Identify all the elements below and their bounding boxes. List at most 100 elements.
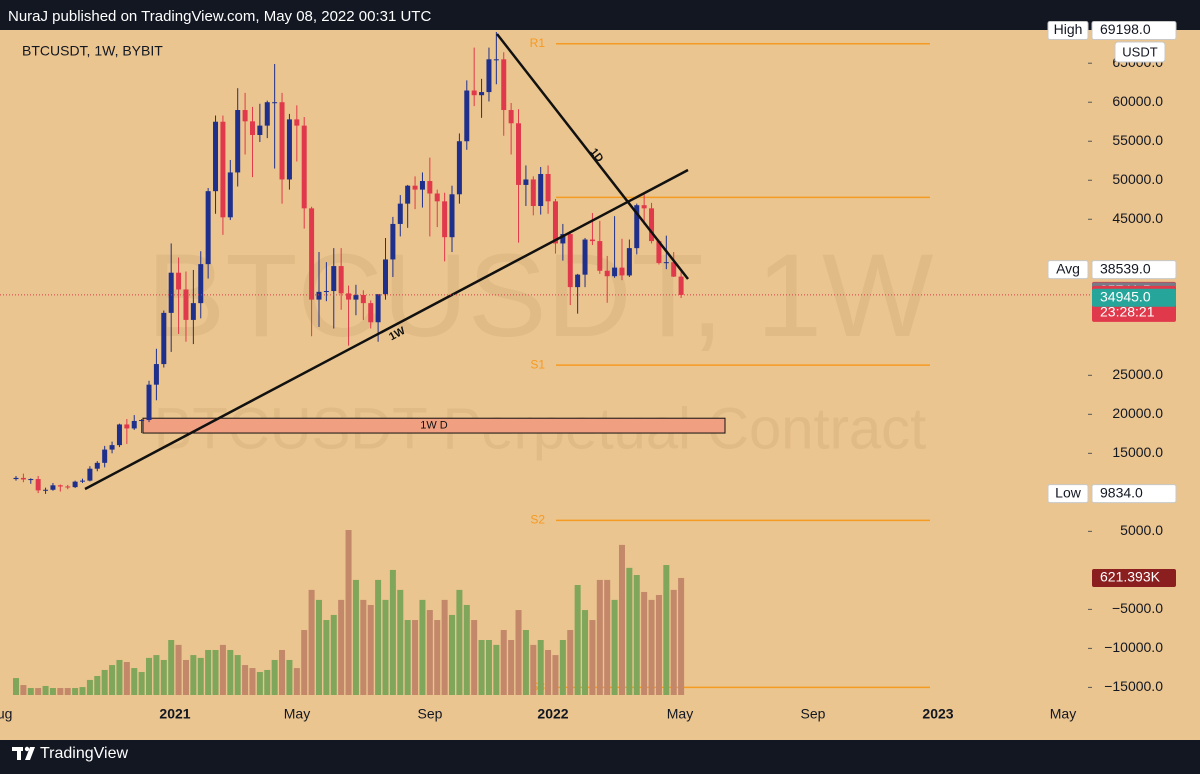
volume-bar — [64, 688, 71, 695]
candle-body — [501, 59, 507, 111]
price-marker — [1092, 288, 1176, 307]
candle-body — [663, 262, 669, 264]
candle-body — [575, 274, 581, 288]
price-markers: 69198.0High38539.0Avg35820.035741.535304… — [0, 20, 1177, 587]
candle-body — [213, 121, 219, 192]
volume-bar — [35, 688, 42, 695]
header-text: NuraJ published on TradingView.com, May … — [8, 8, 431, 25]
price-marker-name-box — [1047, 20, 1089, 40]
candle-body — [626, 248, 632, 276]
volume-bar — [138, 672, 145, 695]
candle-body — [124, 424, 130, 429]
volume-bar — [279, 649, 286, 695]
volume-bar — [360, 599, 367, 695]
candle-body — [139, 420, 145, 422]
volume-bar — [271, 659, 278, 695]
volume-bar — [589, 620, 596, 695]
volume-bar — [426, 610, 433, 695]
currency-box — [1114, 41, 1166, 63]
volume-bar — [146, 657, 153, 695]
volume-bar — [478, 640, 485, 695]
candle-body — [28, 479, 34, 481]
y-tick-label: 50000.0 — [1112, 171, 1163, 187]
candle-body — [434, 193, 440, 202]
candle-body — [678, 276, 684, 295]
candle-body — [486, 59, 492, 93]
trendline — [84, 168, 689, 491]
trendline — [496, 33, 689, 280]
candle-body — [346, 293, 352, 300]
candle-body — [13, 477, 19, 480]
candle-body — [198, 264, 204, 304]
candle-body — [80, 480, 86, 482]
volume-bar — [338, 599, 345, 695]
x-tick-label: 2021 — [159, 706, 190, 722]
candle-body — [286, 119, 292, 180]
volume-bar — [574, 585, 581, 695]
candle-body — [397, 203, 403, 224]
volume-marker-label: 621.393K — [1100, 569, 1161, 585]
volume-bar — [648, 599, 655, 695]
candle-body — [375, 294, 381, 323]
candle-body — [331, 266, 337, 292]
candle-body — [309, 208, 315, 300]
volume-bar — [582, 610, 589, 695]
volume-bar — [153, 655, 160, 695]
candle-body — [35, 479, 41, 491]
candle-body — [323, 291, 329, 293]
candle-body — [72, 481, 78, 488]
candle-body — [589, 239, 595, 242]
candle-body — [87, 468, 93, 481]
volume-bar — [123, 662, 130, 695]
candle-body — [242, 110, 248, 122]
candle-body — [161, 312, 167, 365]
volume-bar — [441, 599, 448, 695]
footer-text: TradingView — [40, 745, 128, 762]
candle-body — [205, 191, 211, 265]
volume-bar — [678, 577, 685, 695]
candle-body — [257, 125, 263, 135]
candle-body — [176, 272, 182, 290]
candle-body — [183, 289, 189, 320]
y-tick-label: 15000.0 — [1112, 444, 1163, 460]
candle-body — [464, 90, 470, 142]
x-tick-label: Sep — [418, 706, 443, 722]
price-marker — [1091, 484, 1177, 504]
volume-bar — [641, 591, 648, 695]
volume-bar — [611, 599, 618, 695]
level-label: S2 — [530, 513, 545, 527]
candle-body — [360, 294, 366, 304]
candle-body — [153, 364, 159, 385]
volume-bar — [330, 614, 337, 695]
volume-bar — [485, 640, 492, 695]
volume-bar — [20, 685, 27, 695]
candle-body — [530, 179, 536, 206]
zone-box — [142, 417, 726, 434]
price-marker-name-box — [1047, 484, 1089, 504]
candle-body — [227, 172, 233, 218]
volume-bar — [389, 569, 396, 695]
candle-body — [368, 303, 374, 323]
volume-bar — [242, 665, 249, 695]
y-tick-label: −5000.0 — [1112, 600, 1163, 616]
price-marker-name: Low — [1055, 484, 1082, 500]
candle-body — [338, 266, 344, 294]
volume-bar — [508, 640, 515, 695]
candle-body — [604, 270, 610, 277]
candle-body — [272, 102, 278, 104]
x-tick-label: 2022 — [537, 706, 568, 722]
volume-bar — [212, 649, 219, 695]
volume-bar — [449, 614, 456, 695]
volume-bar — [670, 589, 677, 695]
candle-body — [316, 291, 322, 300]
x-tick-label: Aug — [0, 706, 12, 722]
volume-bar — [345, 530, 352, 695]
volume-bar — [515, 610, 522, 695]
volume-bar — [545, 649, 552, 695]
volume-bar — [264, 669, 271, 695]
volume-bar — [116, 659, 123, 695]
volume-bar — [397, 589, 404, 695]
volume-bar — [419, 599, 426, 695]
candle-body — [419, 181, 425, 190]
